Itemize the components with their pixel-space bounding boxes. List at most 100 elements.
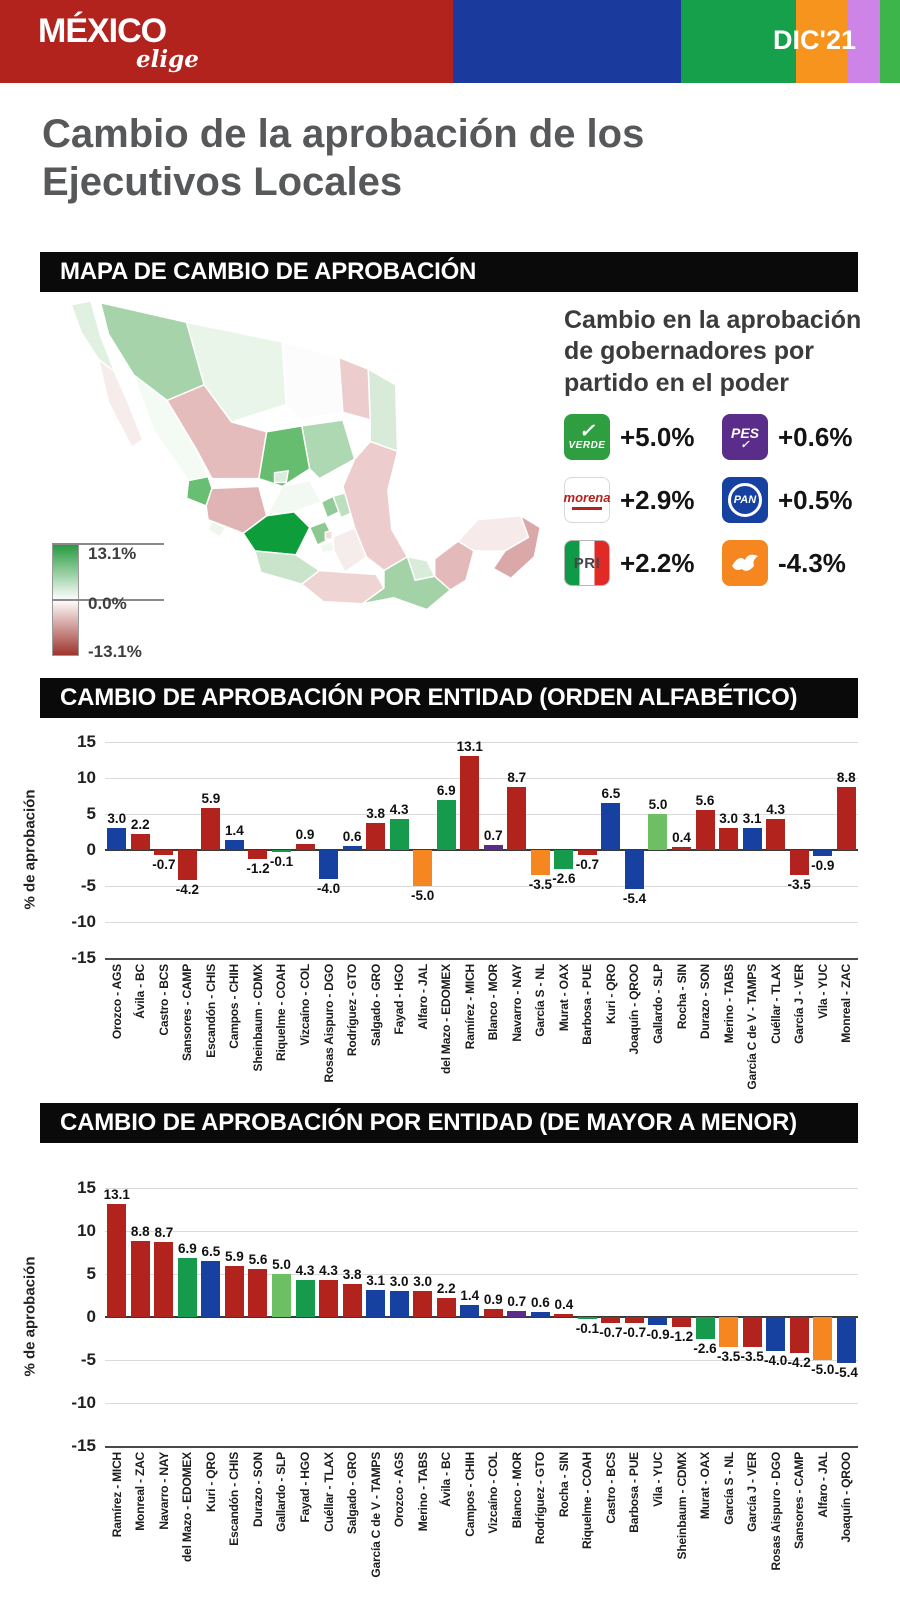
y-tick-15: 15 (77, 1178, 96, 1197)
bar-value-label: -2.6 (552, 870, 576, 886)
bar-Orozco - AGS (389, 1291, 409, 1317)
x-label-Blanco - MOR: Blanco - MOR (509, 1452, 524, 1529)
party-pes: PES ✓ +0.6% (722, 412, 866, 462)
gridline--10 (105, 922, 858, 923)
edition-label: DIC'21 (773, 25, 856, 55)
bar-Campos - CHIH (224, 839, 244, 850)
bar-value-label: 0.4 (672, 830, 691, 846)
y-tick--15: -15 (71, 1436, 96, 1455)
bar-value-label: 0.9 (483, 1292, 503, 1308)
bar-value-label: 0.7 (507, 1293, 527, 1309)
page-title: Cambio de la aprobación de los Ejecutivo… (42, 112, 645, 204)
y-tick-10: 10 (77, 768, 96, 787)
x-label-Rosas Aispuro - DGO: Rosas Aispuro - DGO (321, 964, 336, 1083)
bar-Vila - YUC (648, 1317, 668, 1325)
pes-logo-label: PES (730, 425, 759, 441)
x-label-Fayad - HGO: Fayad - HGO (298, 1452, 313, 1523)
state-guanajuato (265, 479, 323, 517)
bar-Durazo - SON (695, 809, 715, 850)
bar-Rocha - SIN (554, 1313, 574, 1317)
legend-divider-mid (52, 599, 164, 601)
bar-value-label: -5.4 (834, 1365, 858, 1381)
bar-Salgado - GRO (342, 1284, 362, 1317)
bar-Rodríguez - GTO (530, 1311, 550, 1317)
header-stripe-bar (0, 0, 900, 83)
gridline--15 (105, 1446, 858, 1448)
x-label-Vila - YUC: Vila - YUC (650, 1452, 665, 1507)
x-label-Cuéllar - TLAX: Cuéllar - TLAX (321, 1452, 336, 1532)
x-label-Alfaro - JAL: Alfaro - JAL (815, 1452, 830, 1518)
bar-Orozco - AGS (107, 828, 127, 850)
bar-value-label: -0.1 (269, 853, 294, 869)
state-nuevo-leon (338, 356, 372, 421)
party-change-value: +0.5% (778, 484, 853, 515)
x-label-Sheinbaum - CDMX: Sheinbaum - CDMX (250, 964, 265, 1072)
gridline-15 (105, 742, 858, 743)
party-panel-title: Cambio en la aprobación de gobernadores … (564, 306, 862, 397)
x-label-Ramírez - MICH: Ramírez - MICH (462, 964, 477, 1050)
bar-value-label: -0.7 (575, 857, 600, 873)
x-label-García J - VER: García J - VER (792, 964, 807, 1044)
x-label-García C de V - TAMPS: García C de V - TAMPS (745, 964, 760, 1090)
state-quintana-roo (492, 514, 542, 580)
chart-alphabetical-heading: CAMBIO DE APROBACIÓN POR ENTIDAD (ORDEN … (40, 678, 858, 718)
pan-ring-icon: PAN (728, 483, 762, 517)
bar-Barbosa - PUE (577, 850, 597, 856)
gridline--5 (105, 1360, 858, 1361)
bar-Salgado - GRO (366, 822, 386, 850)
bar-Fayad - HGO (295, 1280, 315, 1317)
bar-Rocha - SIN (672, 847, 692, 850)
gridline--15 (105, 958, 858, 960)
y-tick-5: 5 (86, 804, 96, 823)
y-tick--5: -5 (80, 876, 96, 895)
x-label-Riquelme - COAH: Riquelme - COAH (580, 1452, 595, 1550)
bar-value-label: 5.9 (225, 1249, 244, 1265)
bar-Gallardo - SLP (648, 814, 668, 850)
party-mc: -4.3% (722, 538, 866, 588)
bar-del Mazo - EDOMEX (436, 800, 456, 850)
x-label-Durazo - SON: Durazo - SON (250, 1452, 265, 1527)
bar-Merino - TABS (719, 828, 739, 850)
map-section-heading: MAPA DE CAMBIO DE APROBACIÓN (40, 252, 858, 292)
party-change-value: +2.9% (620, 484, 695, 515)
bar-value-label: 3.8 (366, 805, 385, 821)
x-label-Sansores - CAMP: Sansores - CAMP (180, 964, 195, 1062)
chart-plot-area: 13.1 8.8 8.7 6.9 6.5 5.9 5.6 5.0 4.3 4.3 3.8 3.1 3.0… (104, 1187, 858, 1448)
bar-Vila - YUC (813, 850, 833, 857)
mexico-choropleth-map (70, 299, 542, 611)
x-label-Riquelme - COAH: Riquelme - COAH (274, 964, 289, 1062)
bar-value-label: 5.9 (201, 790, 221, 806)
bar-value-label: 0.7 (483, 827, 503, 843)
bar-value-label: 8.7 (154, 1225, 174, 1241)
x-label-Orozco - AGS: Orozco - AGS (109, 964, 124, 1040)
bar-Cuéllar - TLAX (766, 819, 786, 850)
y-tick--10: -10 (71, 912, 96, 931)
bar-value-label: 5.6 (248, 1251, 268, 1267)
bar-value-label: -0.7 (599, 1325, 623, 1341)
bar-value-label: 0.6 (530, 1294, 550, 1310)
state-tamaulipas (367, 367, 399, 453)
morena-party-logo: morena (564, 477, 610, 523)
x-label-Vizcaíno - COL: Vizcaíno - COL (486, 1452, 501, 1534)
x-label-Kuri - QRO: Kuri - QRO (203, 1452, 218, 1512)
state-cdmx (324, 529, 333, 540)
bar-Kuri - QRO (201, 1261, 221, 1317)
state-colima (207, 520, 227, 539)
bar-Sheinbaum - CDMX (672, 1317, 692, 1328)
x-label-García J - VER: García J - VER (745, 1452, 760, 1532)
x-label-Castro - BCS: Castro - BCS (603, 1452, 618, 1524)
state-baja-california-sur (97, 357, 144, 449)
bar-value-label: 4.3 (295, 1263, 315, 1279)
x-label-Escandón - CHIS: Escandón - CHIS (203, 964, 218, 1058)
bar-value-label: 3.1 (742, 810, 762, 826)
bar-value-label: -1.2 (669, 1329, 694, 1345)
bar-value-label: -4.2 (175, 882, 199, 898)
x-label-Fayad - HGO: Fayad - HGO (392, 964, 407, 1035)
party-change-value: +0.6% (778, 421, 853, 452)
bar-Ramírez - MICH (460, 755, 480, 850)
x-label-Rocha - SIN: Rocha - SIN (674, 964, 689, 1030)
x-label-Rocha - SIN: Rocha - SIN (556, 1452, 571, 1518)
bar-Sansores - CAMP (177, 850, 197, 881)
x-label-Joaquín - QROO: Joaquín - QROO (839, 1452, 854, 1543)
gridline-5 (105, 814, 858, 815)
